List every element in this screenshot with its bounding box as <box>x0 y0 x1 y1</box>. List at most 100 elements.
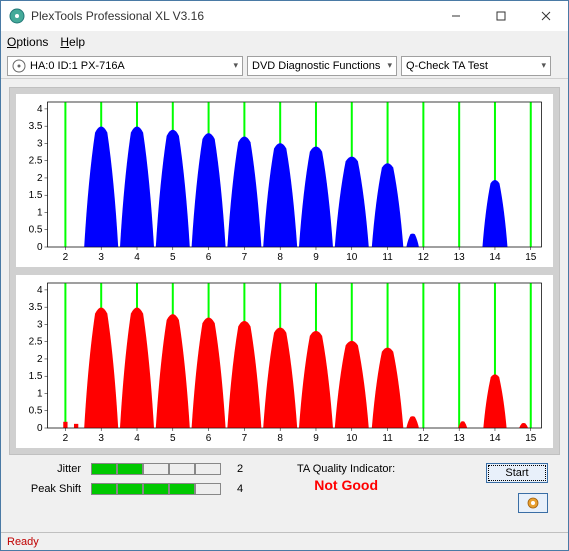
svg-text:0: 0 <box>37 242 43 253</box>
svg-text:15: 15 <box>525 252 537 263</box>
bottom-chart: 00.511.522.533.5423456789101112131415 <box>16 275 553 448</box>
svg-text:0.5: 0.5 <box>29 406 43 417</box>
chevron-down-icon: ▾ <box>387 60 392 71</box>
chevron-down-icon: ▾ <box>541 60 546 71</box>
app-window: PlexTools Professional XL V3.16 Options … <box>0 0 569 551</box>
svg-text:13: 13 <box>454 433 466 444</box>
svg-text:4: 4 <box>37 104 43 115</box>
menu-options[interactable]: Options <box>7 35 48 49</box>
bar-segment <box>117 483 143 495</box>
svg-text:10: 10 <box>346 252 358 263</box>
window-title: PlexTools Professional XL V3.16 <box>31 9 433 23</box>
device-dropdown-value: HA:0 ID:1 PX-716A <box>30 60 125 72</box>
svg-text:3.5: 3.5 <box>29 121 43 132</box>
disc-icon <box>12 59 26 73</box>
peakshift-value: 4 <box>237 483 257 495</box>
svg-text:0.5: 0.5 <box>29 225 43 236</box>
peakshift-row: Peak Shift 4 <box>21 483 257 495</box>
window-controls <box>433 1 568 31</box>
svg-text:1.5: 1.5 <box>29 190 43 201</box>
toolbar: HA:0 ID:1 PX-716A ▾ DVD Diagnostic Funct… <box>1 53 568 79</box>
quality-value: Not Good <box>314 477 378 493</box>
metrics-footer: Jitter 2 Peak Shift 4 TA Quality Indicat… <box>9 455 560 517</box>
svg-text:2: 2 <box>63 433 69 444</box>
svg-text:10: 10 <box>346 433 358 444</box>
bar-segment <box>91 483 117 495</box>
svg-text:6: 6 <box>206 433 212 444</box>
svg-text:4: 4 <box>134 433 140 444</box>
svg-text:2: 2 <box>37 354 43 365</box>
svg-text:7: 7 <box>242 252 248 263</box>
start-button[interactable]: Start <box>486 463 548 483</box>
bottom-chart-svg: 00.511.522.533.5423456789101112131415 <box>16 275 553 448</box>
menu-help[interactable]: Help <box>60 35 85 49</box>
content-area: 00.511.522.533.5423456789101112131415 00… <box>1 79 568 532</box>
svg-text:8: 8 <box>277 252 283 263</box>
svg-text:4: 4 <box>134 252 140 263</box>
svg-text:14: 14 <box>489 252 501 263</box>
mode-dropdown[interactable]: DVD Diagnostic Functions ▾ <box>247 56 397 76</box>
svg-text:3: 3 <box>37 138 43 149</box>
options-button[interactable] <box>518 493 548 513</box>
close-button[interactable] <box>523 1 568 31</box>
svg-text:6: 6 <box>206 252 212 263</box>
svg-text:12: 12 <box>418 433 430 444</box>
bar-segment <box>195 483 221 495</box>
minimize-button[interactable] <box>433 1 478 31</box>
svg-text:3: 3 <box>98 252 104 263</box>
test-dropdown[interactable]: Q-Check TA Test ▾ <box>401 56 551 76</box>
chevron-down-icon: ▾ <box>233 60 238 71</box>
svg-text:4: 4 <box>37 285 43 296</box>
peakshift-label: Peak Shift <box>21 483 81 495</box>
jitter-row: Jitter 2 <box>21 463 257 475</box>
titlebar: PlexTools Professional XL V3.16 <box>1 1 568 31</box>
statusbar: Ready <box>1 532 568 550</box>
svg-text:11: 11 <box>382 433 393 444</box>
svg-text:5: 5 <box>170 252 176 263</box>
test-dropdown-value: Q-Check TA Test <box>406 60 488 72</box>
bar-segment <box>143 483 169 495</box>
quality-label: TA Quality Indicator: <box>297 463 395 475</box>
bar-segment <box>169 463 195 475</box>
bar-segment <box>169 483 195 495</box>
gear-icon <box>526 496 540 510</box>
bar-segment <box>195 463 221 475</box>
svg-text:7: 7 <box>242 433 248 444</box>
bar-segment <box>143 463 169 475</box>
maximize-button[interactable] <box>478 1 523 31</box>
svg-text:14: 14 <box>489 433 501 444</box>
svg-text:11: 11 <box>382 252 393 263</box>
svg-text:8: 8 <box>277 433 283 444</box>
svg-text:3: 3 <box>37 319 43 330</box>
svg-text:2: 2 <box>63 252 69 263</box>
svg-text:2.5: 2.5 <box>29 337 43 348</box>
svg-text:5: 5 <box>170 433 176 444</box>
jitter-label: Jitter <box>21 463 81 475</box>
peakshift-bars <box>91 483 221 495</box>
menubar: Options Help <box>1 31 568 53</box>
button-column: Start <box>486 463 548 513</box>
svg-text:2.5: 2.5 <box>29 156 43 167</box>
bar-segment <box>91 463 117 475</box>
jitter-bars <box>91 463 221 475</box>
svg-text:1: 1 <box>37 388 43 399</box>
app-icon <box>9 8 25 24</box>
jitter-value: 2 <box>237 463 257 475</box>
svg-text:1: 1 <box>37 207 43 218</box>
svg-text:12: 12 <box>418 252 430 263</box>
svg-text:1.5: 1.5 <box>29 371 43 382</box>
quality-indicator: TA Quality Indicator: Not Good <box>297 463 395 493</box>
device-dropdown[interactable]: HA:0 ID:1 PX-716A ▾ <box>7 56 243 76</box>
svg-text:2: 2 <box>37 173 43 184</box>
svg-text:0: 0 <box>37 423 43 434</box>
svg-text:9: 9 <box>313 252 319 263</box>
svg-text:9: 9 <box>313 433 319 444</box>
top-chart: 0 0.5 1 1.5 2 2.5 3 3.5 4 2 3 4 5 6 7 8 9 10 11 12 13 14 15 <box>16 94 553 267</box>
mode-dropdown-value: DVD Diagnostic Functions <box>252 60 380 72</box>
svg-text:3.5: 3.5 <box>29 302 43 313</box>
chart-panel: 00.511.522.533.5423456789101112131415 00… <box>9 87 560 455</box>
top-chart-svg: 0 0.5 1 1.5 2 2.5 3 3.5 4 2 3 4 5 6 7 8 9 10 11 12 13 14 15 <box>16 94 553 267</box>
status-text: Ready <box>7 536 39 548</box>
svg-text:13: 13 <box>454 252 466 263</box>
svg-text:3: 3 <box>98 433 104 444</box>
